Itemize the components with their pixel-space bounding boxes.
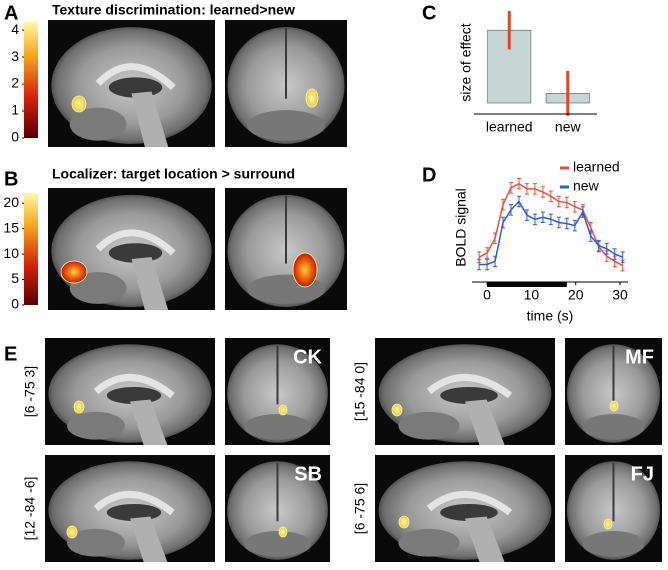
subject-label: MF (625, 346, 654, 368)
colorbar (24, 22, 38, 138)
x-tick-label: learned (486, 119, 533, 135)
cerebellum (398, 411, 460, 440)
brainstem (465, 399, 505, 445)
panel-letter: E (4, 343, 17, 365)
panel-letter: B (4, 168, 18, 190)
panel-title: Texture discrimination: learned>new (52, 2, 295, 18)
mni-coordinates: [6 -75 3] (22, 366, 38, 417)
activation-blob (73, 400, 85, 414)
brainstem (130, 399, 168, 445)
activation-blob (305, 88, 319, 108)
colorbar-tick-label: 2 (11, 75, 19, 91)
colorbar-tick-label: 4 (11, 21, 19, 37)
legend-swatch (560, 166, 569, 170)
brainstem (131, 257, 169, 310)
legend-label: learned (573, 159, 620, 175)
x-tick-label: new (555, 119, 582, 135)
corpus-callosum (93, 491, 175, 516)
error-bar (620, 251, 625, 263)
colorbar-tick-label: 3 (11, 48, 19, 64)
cerebellum (582, 413, 645, 440)
activation-blob (71, 95, 87, 113)
cerebellum (243, 530, 312, 557)
x-tick-label: 10 (524, 287, 540, 303)
colorbar-tick-label: 1 (11, 102, 19, 118)
activation-blob (66, 525, 78, 539)
brainstem (465, 516, 505, 562)
activation-blob (398, 515, 410, 529)
activation-blob (278, 526, 288, 538)
mni-coordinates: [6 -75 6] (352, 483, 368, 534)
colorbar-tick-label: 20 (3, 194, 19, 210)
mni-coordinates: [15 -84 0] (352, 362, 368, 421)
corpus-callosum (95, 229, 176, 256)
colorbar (24, 193, 38, 305)
x-tick-label: 30 (612, 287, 628, 303)
corpus-callosum (95, 63, 176, 91)
series-line (479, 200, 623, 266)
corpus-callosum (426, 374, 513, 399)
cerebellum (398, 528, 460, 557)
panel-title: Localizer: target location > surround (52, 166, 295, 182)
x-tick-label: 0 (483, 287, 491, 303)
subject-label: FJ (631, 463, 654, 485)
activation-blob (609, 400, 619, 412)
stimulus-bar (487, 282, 567, 287)
x-axis-label: time (s) (527, 308, 574, 324)
cerebellum (69, 107, 127, 141)
subject-label: SB (294, 463, 322, 485)
brainstem (130, 516, 168, 562)
colorbar-tick-label: 0 (11, 129, 19, 145)
cerebellum (243, 413, 312, 440)
ventricle (440, 503, 498, 522)
y-axis-label: size of effect (458, 23, 474, 101)
corpus-callosum (93, 374, 175, 399)
colorbar-tick-label: 10 (3, 245, 19, 261)
legend-swatch (560, 185, 569, 189)
colorbar-tick-label: 5 (11, 270, 19, 286)
activation-blob (292, 252, 318, 288)
y-axis-label: BOLD signal (453, 188, 469, 267)
legend-label: new (573, 178, 600, 194)
panel-letter: C (422, 2, 436, 24)
activation-blob (278, 404, 288, 416)
colorbar-tick-label: 0 (11, 296, 19, 312)
x-tick-label: 20 (568, 287, 584, 303)
activation-blob (603, 518, 613, 530)
mni-coordinates: [12 -84 -6] (22, 477, 38, 541)
panel-letter: A (4, 2, 18, 24)
activation-blob (391, 403, 403, 417)
cerebellum (67, 528, 125, 557)
cerebellum (69, 272, 127, 304)
activation-blob (60, 260, 88, 284)
colorbar-tick-label: 15 (3, 219, 19, 235)
cerebellum (582, 530, 645, 557)
brainstem (131, 91, 169, 147)
panel-letter: D (422, 164, 436, 186)
subject-label: CK (293, 346, 322, 368)
ventricle (440, 386, 498, 405)
cerebellum (246, 110, 326, 141)
cerebellum (67, 411, 125, 440)
corpus-callosum (426, 491, 513, 516)
